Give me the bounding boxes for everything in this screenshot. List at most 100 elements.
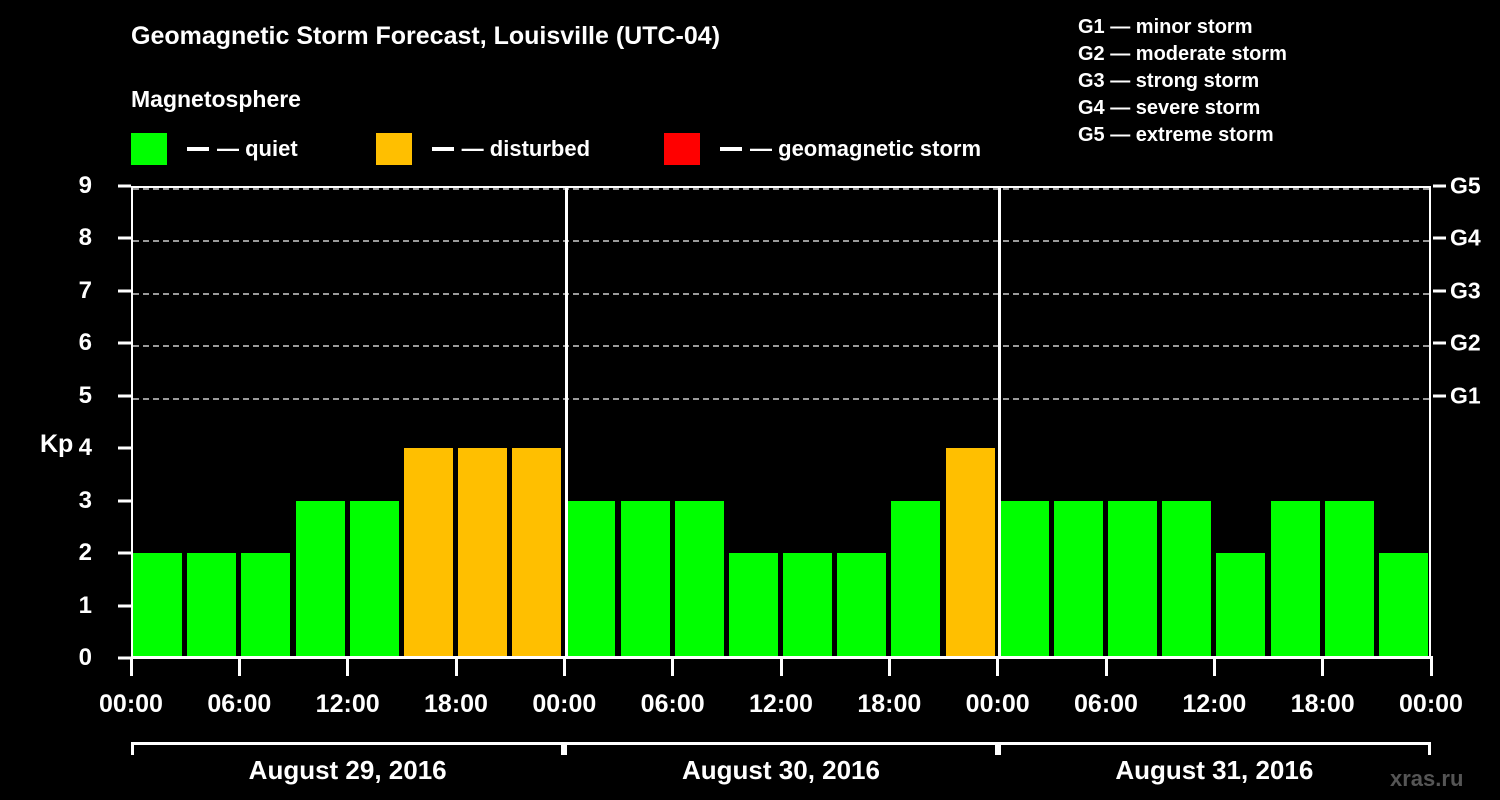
g-tick-mark-G4: [1433, 236, 1446, 240]
x-tick-mark-12: [1429, 659, 1433, 676]
y-tick-label-5: 5: [78, 381, 92, 409]
gridline-kp-5: [133, 397, 1429, 400]
x-tick-mark-0: [129, 659, 133, 676]
x-tick-label-1: 06:00: [207, 690, 272, 718]
legend-label-geomagnetic-storm: — geomagnetic storm: [750, 136, 982, 161]
x-tick-mark-11: [1321, 659, 1325, 676]
bar-kp: [1270, 500, 1320, 658]
x-tick-label-11: 18:00: [1290, 690, 1355, 718]
y-tick-label-4: 4: [78, 434, 92, 462]
day-bracket-1: [131, 742, 565, 755]
bar-kp: [1108, 500, 1158, 658]
x-tick-label-4: 00:00: [532, 690, 597, 718]
day-bracket-2: [564, 742, 998, 755]
y-tick-mark-3: [118, 499, 131, 503]
x-tick-label-7: 18:00: [857, 690, 922, 718]
x-tick-label-5: 06:00: [640, 690, 705, 718]
legend-label-disturbed: — disturbed: [461, 136, 591, 161]
x-tick-label-3: 18:00: [424, 690, 488, 718]
x-tick-label-6: 12:00: [749, 690, 813, 718]
g-legend-row-3: G3 — strong storm: [1078, 70, 1260, 92]
x-axis-line: [131, 656, 1433, 659]
legend-item-disturbed: — disturbed: [375, 133, 591, 165]
x-tick-label-9: 06:00: [1074, 690, 1138, 718]
y-tick-label-9: 9: [78, 172, 92, 199]
y-axis-title: Kp: [40, 430, 74, 458]
g-tick-label-G2: G2: [1450, 329, 1481, 356]
y-tick-label-8: 8: [78, 224, 92, 252]
y-tick-mark-6: [118, 341, 131, 345]
bar-kp: [133, 553, 183, 658]
bar-kp: [674, 500, 724, 658]
x-tick-label-0: 00:00: [99, 690, 163, 718]
y-tick-mark-0: [118, 656, 131, 660]
x-tick-mark-9: [1104, 659, 1108, 676]
quiet-color-swatch: [131, 133, 167, 165]
y-tick-mark-2: [118, 551, 131, 555]
x-tick-mark-6: [779, 659, 783, 676]
color-legend: — quiet — disturbed — geomagnetic storm: [131, 133, 981, 165]
bar-kp: [891, 500, 941, 658]
bar-kp: [349, 500, 399, 658]
g-legend-row-5: G5 — extreme storm: [1078, 124, 1274, 146]
bar-kp: [512, 448, 562, 658]
g-tick-mark-G5: [1433, 184, 1446, 188]
bar-kp: [566, 500, 616, 658]
x-tick-mark-5: [671, 659, 675, 676]
y-tick-label-0: 0: [78, 644, 92, 671]
g-tick-mark-G2: [1433, 341, 1446, 345]
gridline-kp-8: [133, 240, 1429, 243]
g-tick-label-G4: G4: [1450, 224, 1481, 251]
day-divider-1: [564, 188, 568, 658]
legend-item-geomagnetic-storm: — geomagnetic storm: [664, 133, 981, 165]
g-tick-mark-G3: [1433, 289, 1446, 293]
bar-series: [133, 188, 1429, 658]
bar-kp: [295, 500, 345, 658]
bar-kp: [728, 553, 778, 658]
x-tick-mark-3: [454, 659, 458, 676]
y-tick-mark-4: [118, 446, 131, 450]
y-tick-mark-9: [118, 184, 131, 188]
x-tick-label-8: 00:00: [965, 690, 1030, 718]
bar-kp: [783, 553, 833, 658]
x-tick-mark-10: [1212, 659, 1216, 676]
bar-kp: [403, 448, 453, 658]
legend-heading: Magnetosphere: [131, 86, 301, 112]
gridline-kp-6: [133, 345, 1429, 348]
gridline-kp-9: [133, 188, 1429, 190]
g-tick-label-G3: G3: [1450, 277, 1481, 304]
page-title: Geomagnetic Storm Forecast, Louisville (…: [131, 22, 721, 50]
x-tick-mark-4: [562, 659, 566, 676]
g-tick-mark-G1: [1433, 394, 1446, 398]
g-legend-row-1: G1 — minor storm: [1078, 16, 1253, 38]
x-tick-label-10: 12:00: [1182, 690, 1247, 718]
g-scale-legend: G1 — minor storm G2 — moderate storm G3 — …: [1078, 14, 1287, 149]
g-tick-label-G5: G5: [1450, 172, 1481, 199]
bar-kp: [620, 500, 670, 658]
bar-kp: [945, 448, 995, 658]
plot-area: [131, 186, 1431, 658]
day-label-1: August 29, 2016: [248, 755, 447, 785]
bar-kp: [837, 553, 887, 658]
bar-kp: [1162, 500, 1212, 658]
y-tick-label-2: 2: [78, 539, 92, 567]
y-tick-label-6: 6: [78, 329, 92, 357]
gridline-kp-7: [133, 292, 1429, 295]
bar-kp: [241, 553, 291, 658]
g-legend-row-4: G4 — severe storm: [1078, 97, 1261, 119]
legend-dash-icon: [187, 147, 209, 151]
day-label-2: August 30, 2016: [682, 755, 880, 785]
x-tick-label-2: 12:00: [315, 690, 380, 718]
bar-kp: [999, 500, 1049, 658]
day-bracket-3: [997, 742, 1431, 755]
x-tick-mark-1: [237, 659, 241, 676]
y-tick-mark-7: [118, 289, 131, 293]
bar-kp: [458, 448, 508, 658]
legend-label-quiet: — quiet: [217, 136, 298, 161]
plot-inner: [133, 188, 1429, 658]
bar-kp: [187, 553, 237, 658]
bar-kp: [1216, 553, 1266, 658]
x-tick-mark-7: [887, 659, 891, 676]
legend-dash-icon: [720, 147, 743, 151]
